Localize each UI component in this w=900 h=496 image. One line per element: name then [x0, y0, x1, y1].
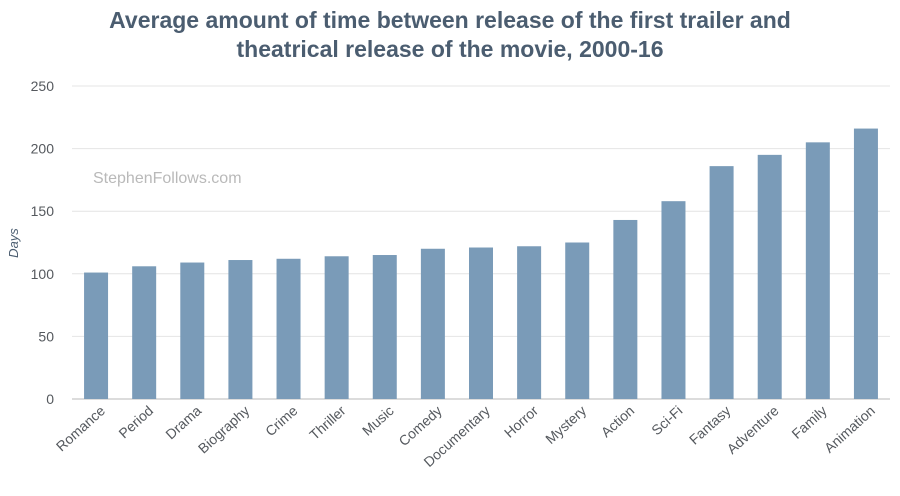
chart-title-line-2: theatrical release of the movie, 2000-16: [236, 36, 664, 62]
bar-animation: [853, 128, 878, 399]
x-tick-label: Music: [359, 402, 397, 438]
y-tick-label: 150: [31, 203, 55, 219]
watermark: StephenFollows.com: [93, 170, 242, 187]
bar-crime: [276, 258, 301, 399]
y-axis-label: Days: [6, 228, 21, 258]
y-tick-label: 100: [31, 266, 55, 282]
bar-drama: [180, 262, 205, 399]
chart-title: Average amount of time between release o…: [0, 6, 900, 64]
x-tick-label: Biography: [195, 402, 253, 456]
bar-biography: [228, 260, 253, 399]
y-axis-ticks: 0 50 100 150 200 250: [31, 78, 55, 407]
y-tick-label: 50: [38, 328, 54, 344]
bar-fantasy: [709, 166, 734, 399]
bar-romance: [84, 272, 109, 399]
x-tick-label: Sci-Fi: [648, 402, 685, 438]
bar-documentary: [469, 247, 493, 399]
bars: [84, 128, 878, 399]
y-tick-label: 0: [46, 391, 54, 407]
bar-adventure: [757, 154, 782, 399]
x-tick-label: Action: [598, 402, 638, 440]
x-tick-label: Horror: [501, 402, 541, 441]
bar-thriller: [324, 256, 349, 399]
bar-comedy: [420, 248, 445, 399]
bar-horror: [517, 246, 542, 399]
bar-family: [805, 142, 830, 399]
bar-mystery: [565, 242, 590, 399]
x-tick-label: Crime: [262, 402, 301, 439]
bar-music: [372, 255, 397, 399]
x-tick-label: Period: [115, 402, 156, 441]
bar-action: [613, 219, 638, 399]
x-tick-label: Fantasy: [686, 402, 734, 447]
x-tick-label: Drama: [162, 402, 204, 442]
x-tick-label: Thriller: [306, 402, 349, 443]
x-tick-label: Mystery: [542, 402, 589, 447]
y-tick-label: 200: [31, 141, 55, 157]
x-tick-label: Family: [788, 402, 829, 441]
chart-title-line-1: Average amount of time between release o…: [109, 7, 791, 33]
x-tick-label: Animation: [821, 402, 878, 456]
x-tick-label: Romance: [53, 402, 108, 454]
bar-sci-fi: [661, 201, 686, 399]
x-tick-label: Adventure: [724, 402, 782, 457]
bar-period: [132, 266, 157, 399]
y-tick-label: 250: [31, 78, 55, 94]
